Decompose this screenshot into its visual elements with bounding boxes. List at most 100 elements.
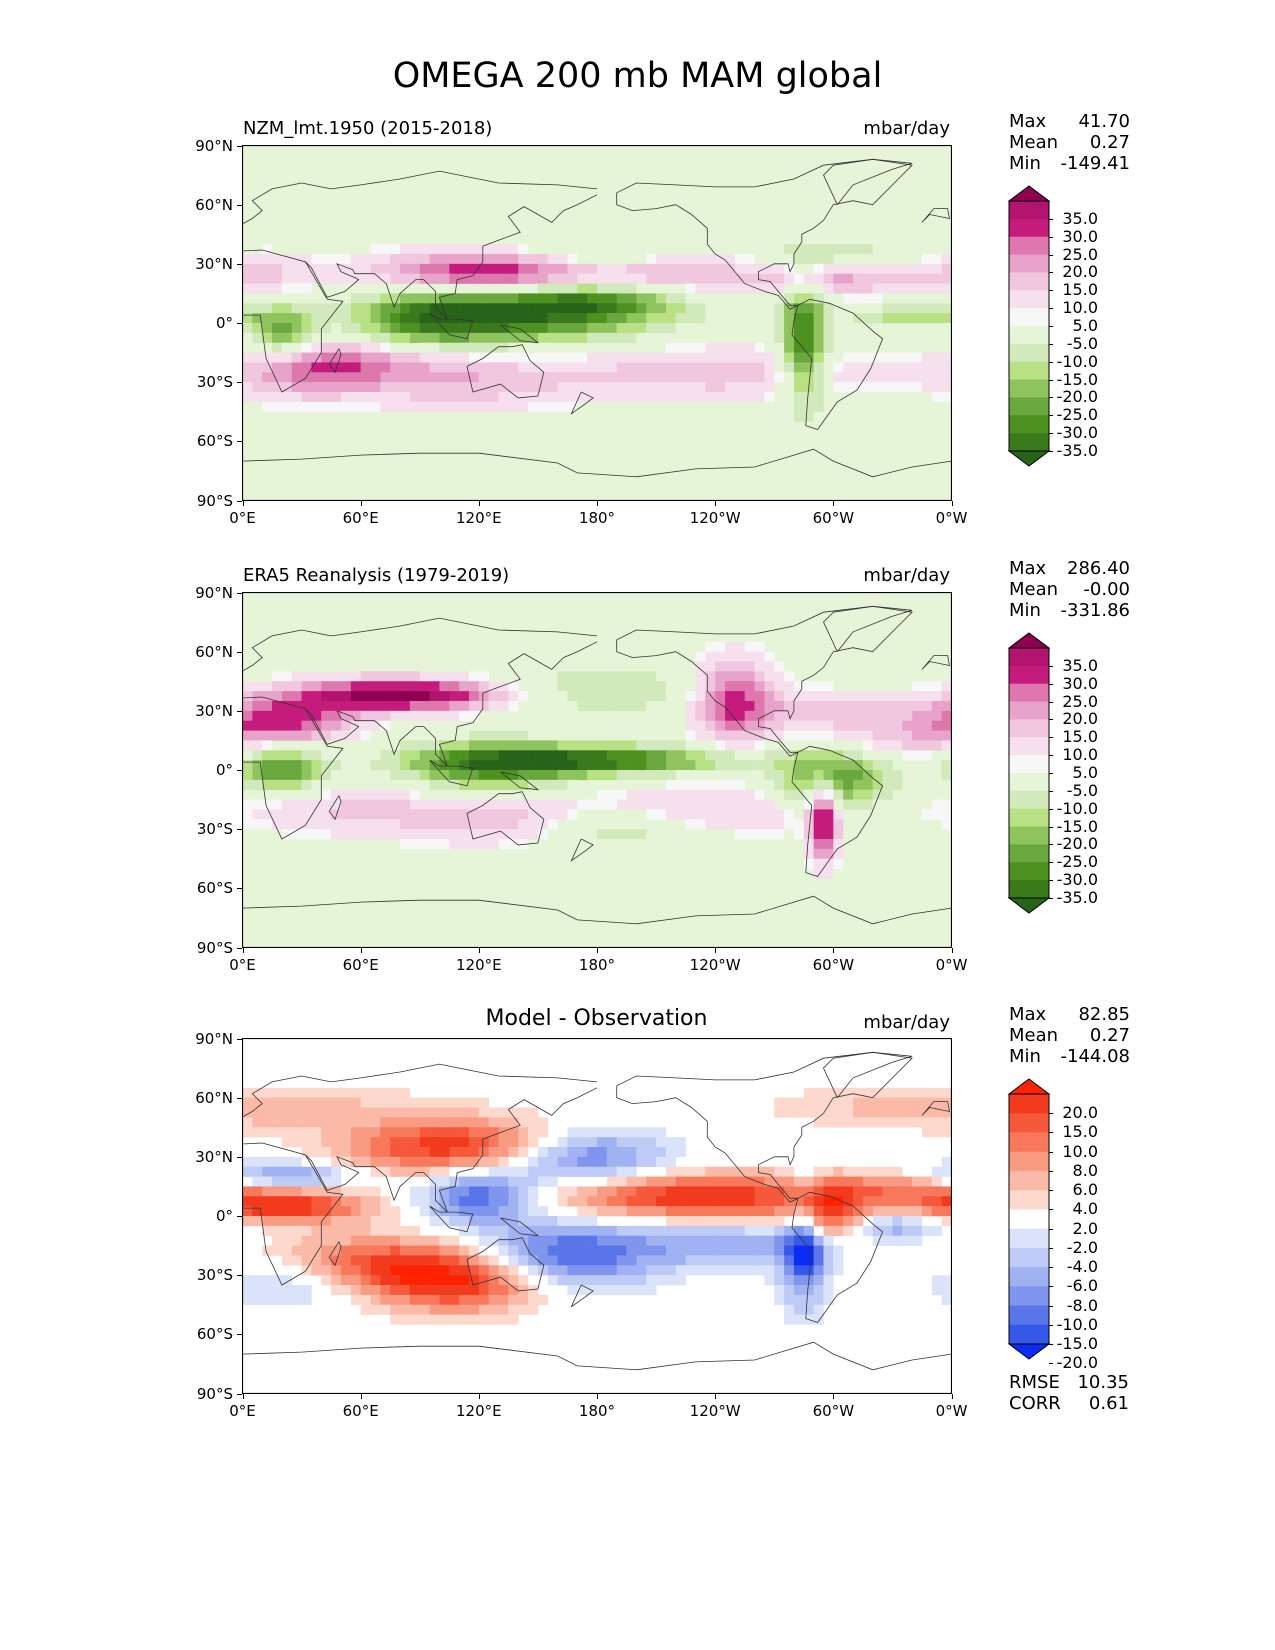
- field-cell: [862, 720, 874, 731]
- field-cell: [459, 392, 470, 403]
- field-cell: [853, 730, 864, 741]
- field-cell: [646, 382, 657, 393]
- field-cell: [597, 1166, 608, 1177]
- field-cell: [606, 839, 617, 850]
- field-cell: [281, 760, 293, 771]
- field-cell: [636, 382, 647, 393]
- field-cell: [518, 760, 529, 771]
- field-cell: [754, 1186, 765, 1197]
- extra-stat-row: RMSE 10.35: [1009, 1372, 1129, 1394]
- field-cell: [636, 770, 647, 781]
- field-cell: [311, 1265, 322, 1276]
- field-cell: [725, 263, 736, 274]
- field-cell: [390, 681, 401, 692]
- field-cell: [301, 1206, 312, 1217]
- field-cell: [577, 382, 588, 393]
- field-cell: [419, 352, 430, 363]
- field-cell: [921, 313, 933, 324]
- field-cell: [468, 819, 480, 830]
- field-cell: [803, 392, 814, 403]
- field-cell: [291, 313, 302, 324]
- field-cell: [567, 332, 578, 344]
- field-cell: [311, 303, 322, 314]
- field-cell: [252, 1206, 263, 1217]
- colorbar-tick: [1049, 433, 1053, 435]
- coastline: [242, 617, 598, 672]
- field-cell: [882, 1206, 893, 1217]
- field-cell: [390, 1285, 401, 1296]
- field-cell: [350, 809, 361, 820]
- field-cell: [498, 1275, 509, 1286]
- field-cell: [833, 789, 844, 800]
- field-cell: [498, 382, 509, 393]
- field-cell: [281, 799, 293, 810]
- field-cell: [823, 730, 834, 741]
- field-cell: [813, 273, 824, 284]
- field-cell: [803, 779, 814, 791]
- field-cell: [331, 362, 342, 373]
- x-tick-label: 60°W: [812, 509, 855, 527]
- y-tick: [237, 947, 242, 949]
- field-cell: [370, 401, 381, 413]
- colorbar-segment: [1009, 343, 1049, 363]
- field-cell: [695, 750, 706, 761]
- field-cell: [626, 273, 637, 284]
- field-cell: [272, 809, 283, 820]
- field-cell: [636, 750, 647, 761]
- field-cell: [902, 362, 913, 373]
- field-cell: [715, 661, 726, 672]
- field-cell: [488, 352, 499, 363]
- field-cell: [853, 273, 864, 284]
- field-cell: [439, 1285, 450, 1296]
- field-cell: [577, 1235, 588, 1246]
- field-cell: [498, 1156, 509, 1167]
- field-cell: [390, 1304, 401, 1315]
- field-cell: [872, 799, 883, 810]
- field-cell: [853, 750, 864, 761]
- field-cell: [823, 720, 834, 731]
- field-cell: [242, 273, 253, 284]
- panel-3-colorbar: [1007, 1078, 1051, 1360]
- field-cell: [764, 1225, 775, 1237]
- field-cell: [646, 362, 657, 373]
- field-cell: [606, 1225, 617, 1237]
- field-cell: [350, 323, 361, 334]
- field-cell: [508, 1225, 519, 1237]
- field-cell: [616, 382, 627, 393]
- field-cell: [321, 342, 332, 353]
- colorbar-tick: [1049, 1247, 1053, 1249]
- field-cell: [656, 382, 667, 393]
- field-cell: [606, 303, 617, 314]
- field-cell: [459, 352, 470, 363]
- field-cell: [400, 1097, 411, 1108]
- field-cell: [508, 819, 519, 830]
- field-cell: [587, 1265, 598, 1276]
- field-cell: [281, 1206, 293, 1217]
- field-cell: [725, 1176, 736, 1187]
- field-cell: [803, 750, 814, 761]
- colorbar-tick-label: 15.0: [1062, 1122, 1098, 1142]
- field-cell: [252, 809, 263, 820]
- field-cell: [803, 1245, 814, 1256]
- field-cell: [528, 1225, 539, 1237]
- field-cell: [853, 1107, 864, 1118]
- field-cell: [262, 740, 273, 751]
- field-cell: [390, 750, 401, 761]
- field-cell: [774, 1216, 785, 1227]
- field-cell: [813, 720, 824, 731]
- field-cell: [793, 234, 805, 245]
- colorbar-tick: [1049, 397, 1053, 399]
- field-cell: [409, 1196, 421, 1207]
- field-cell: [262, 720, 273, 731]
- field-cell: [508, 799, 519, 810]
- field-cell: [360, 691, 371, 702]
- field-cell: [626, 750, 637, 761]
- field-cell: [695, 1235, 706, 1246]
- field-cell: [725, 750, 736, 761]
- field-cell: [311, 313, 322, 324]
- y-tick-label: 60°N: [195, 1088, 233, 1107]
- field-cell: [656, 789, 667, 800]
- field-cell: [331, 809, 342, 820]
- field-cell: [793, 1304, 805, 1315]
- field-cell: [665, 1225, 677, 1237]
